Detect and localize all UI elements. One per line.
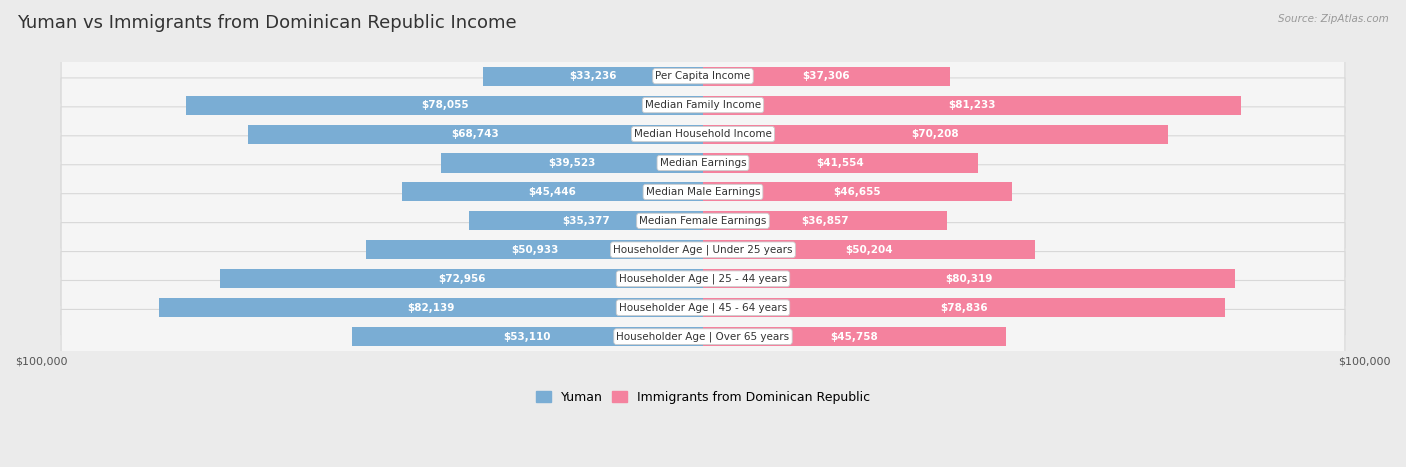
Text: $70,208: $70,208 [911, 129, 959, 139]
Text: Per Capita Income: Per Capita Income [655, 71, 751, 81]
FancyBboxPatch shape [60, 252, 1346, 306]
Text: $78,836: $78,836 [941, 303, 987, 313]
Bar [703, 96, 1240, 115]
Bar [703, 154, 979, 172]
Bar [703, 327, 1005, 346]
Text: $68,743: $68,743 [451, 129, 499, 139]
Bar [703, 241, 1035, 259]
FancyBboxPatch shape [60, 78, 1346, 132]
Text: Householder Age | Under 25 years: Householder Age | Under 25 years [613, 245, 793, 255]
FancyBboxPatch shape [60, 310, 1346, 364]
Bar [703, 183, 1012, 201]
Bar [159, 298, 703, 317]
Bar [366, 241, 703, 259]
Bar [441, 154, 703, 172]
Bar [703, 125, 1167, 144]
Text: $81,233: $81,233 [948, 100, 995, 110]
Text: Median Female Earnings: Median Female Earnings [640, 216, 766, 226]
Bar [703, 269, 1234, 288]
FancyBboxPatch shape [60, 136, 1346, 190]
Text: $36,857: $36,857 [801, 216, 849, 226]
Text: $46,655: $46,655 [834, 187, 882, 197]
Bar [703, 67, 950, 86]
Text: Median Household Income: Median Household Income [634, 129, 772, 139]
Bar [352, 327, 703, 346]
Text: Source: ZipAtlas.com: Source: ZipAtlas.com [1278, 14, 1389, 24]
Text: Median Male Earnings: Median Male Earnings [645, 187, 761, 197]
Text: Median Family Income: Median Family Income [645, 100, 761, 110]
Text: Householder Age | Over 65 years: Householder Age | Over 65 years [616, 332, 790, 342]
Bar [468, 212, 703, 230]
Text: $45,758: $45,758 [831, 332, 879, 342]
Text: Householder Age | 45 - 64 years: Householder Age | 45 - 64 years [619, 303, 787, 313]
Bar [221, 269, 703, 288]
Text: $72,956: $72,956 [437, 274, 485, 284]
Bar [247, 125, 703, 144]
Bar [703, 298, 1225, 317]
Bar [187, 96, 703, 115]
Legend: Yuman, Immigrants from Dominican Republic: Yuman, Immigrants from Dominican Republi… [530, 386, 876, 409]
Bar [402, 183, 703, 201]
Text: Yuman vs Immigrants from Dominican Republic Income: Yuman vs Immigrants from Dominican Repub… [17, 14, 516, 32]
Text: $39,523: $39,523 [548, 158, 596, 168]
Text: $53,110: $53,110 [503, 332, 551, 342]
Bar [484, 67, 703, 86]
Text: $78,055: $78,055 [420, 100, 468, 110]
Text: $33,236: $33,236 [569, 71, 617, 81]
Text: Median Earnings: Median Earnings [659, 158, 747, 168]
Text: $41,554: $41,554 [817, 158, 865, 168]
Text: Householder Age | 25 - 44 years: Householder Age | 25 - 44 years [619, 274, 787, 284]
FancyBboxPatch shape [60, 107, 1346, 161]
FancyBboxPatch shape [60, 223, 1346, 277]
Text: $82,139: $82,139 [408, 303, 456, 313]
FancyBboxPatch shape [60, 49, 1346, 103]
Text: $80,319: $80,319 [945, 274, 993, 284]
Text: $45,446: $45,446 [529, 187, 576, 197]
FancyBboxPatch shape [60, 165, 1346, 219]
FancyBboxPatch shape [60, 194, 1346, 248]
Text: $50,204: $50,204 [845, 245, 893, 255]
Text: $50,933: $50,933 [510, 245, 558, 255]
Text: $37,306: $37,306 [803, 71, 851, 81]
FancyBboxPatch shape [60, 281, 1346, 335]
Text: $35,377: $35,377 [562, 216, 610, 226]
Bar [703, 212, 946, 230]
